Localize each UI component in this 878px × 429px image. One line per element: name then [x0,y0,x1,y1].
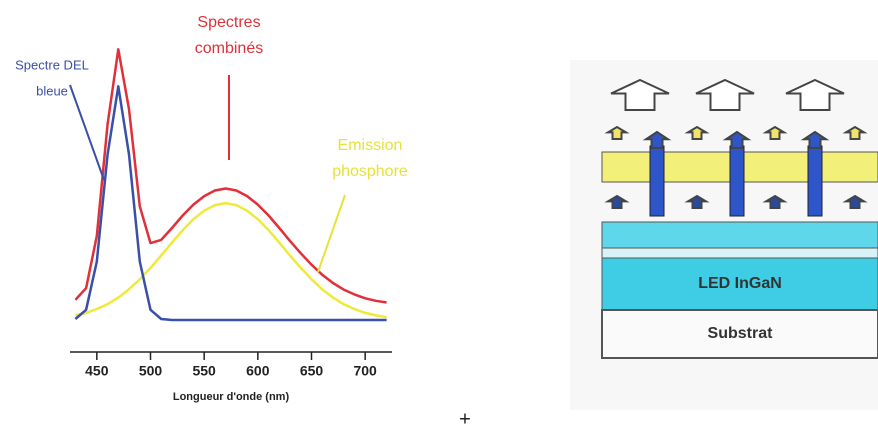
annotation: combinés [195,40,263,57]
blue-bar [808,146,822,216]
x-tick-label: 650 [300,363,324,379]
annotation: Emission [338,137,403,154]
led-label: LED InGaN [698,275,782,292]
x-tick-label: 600 [246,363,270,379]
substrate-label: Substrat [708,325,774,342]
led-diagram: LED InGaN Substrat + [459,60,878,429]
plus-sign: + [459,408,471,429]
blue-bar [650,146,664,216]
annotation-leader [318,195,345,272]
annotation: bleue [36,83,68,98]
x-tick-label: 500 [139,363,163,379]
annotation-leader [70,85,104,180]
x-axis-label: Longueur d'onde (nm) [173,391,290,403]
top-layer [602,222,878,248]
annotation: phosphore [332,163,408,180]
blue-bar [730,146,744,216]
x-tick-label: 550 [192,363,216,379]
annotation: Spectres [197,14,260,31]
thin-layer [602,248,878,258]
figure: LED InGaN Substrat + 450 500 550 600 650 700 L… [0,0,878,429]
annotation: Spectre DEL [15,57,89,72]
x-tick-label: 450 [85,363,109,379]
x-tick-label: 700 [353,363,377,379]
series-line [75,203,386,317]
